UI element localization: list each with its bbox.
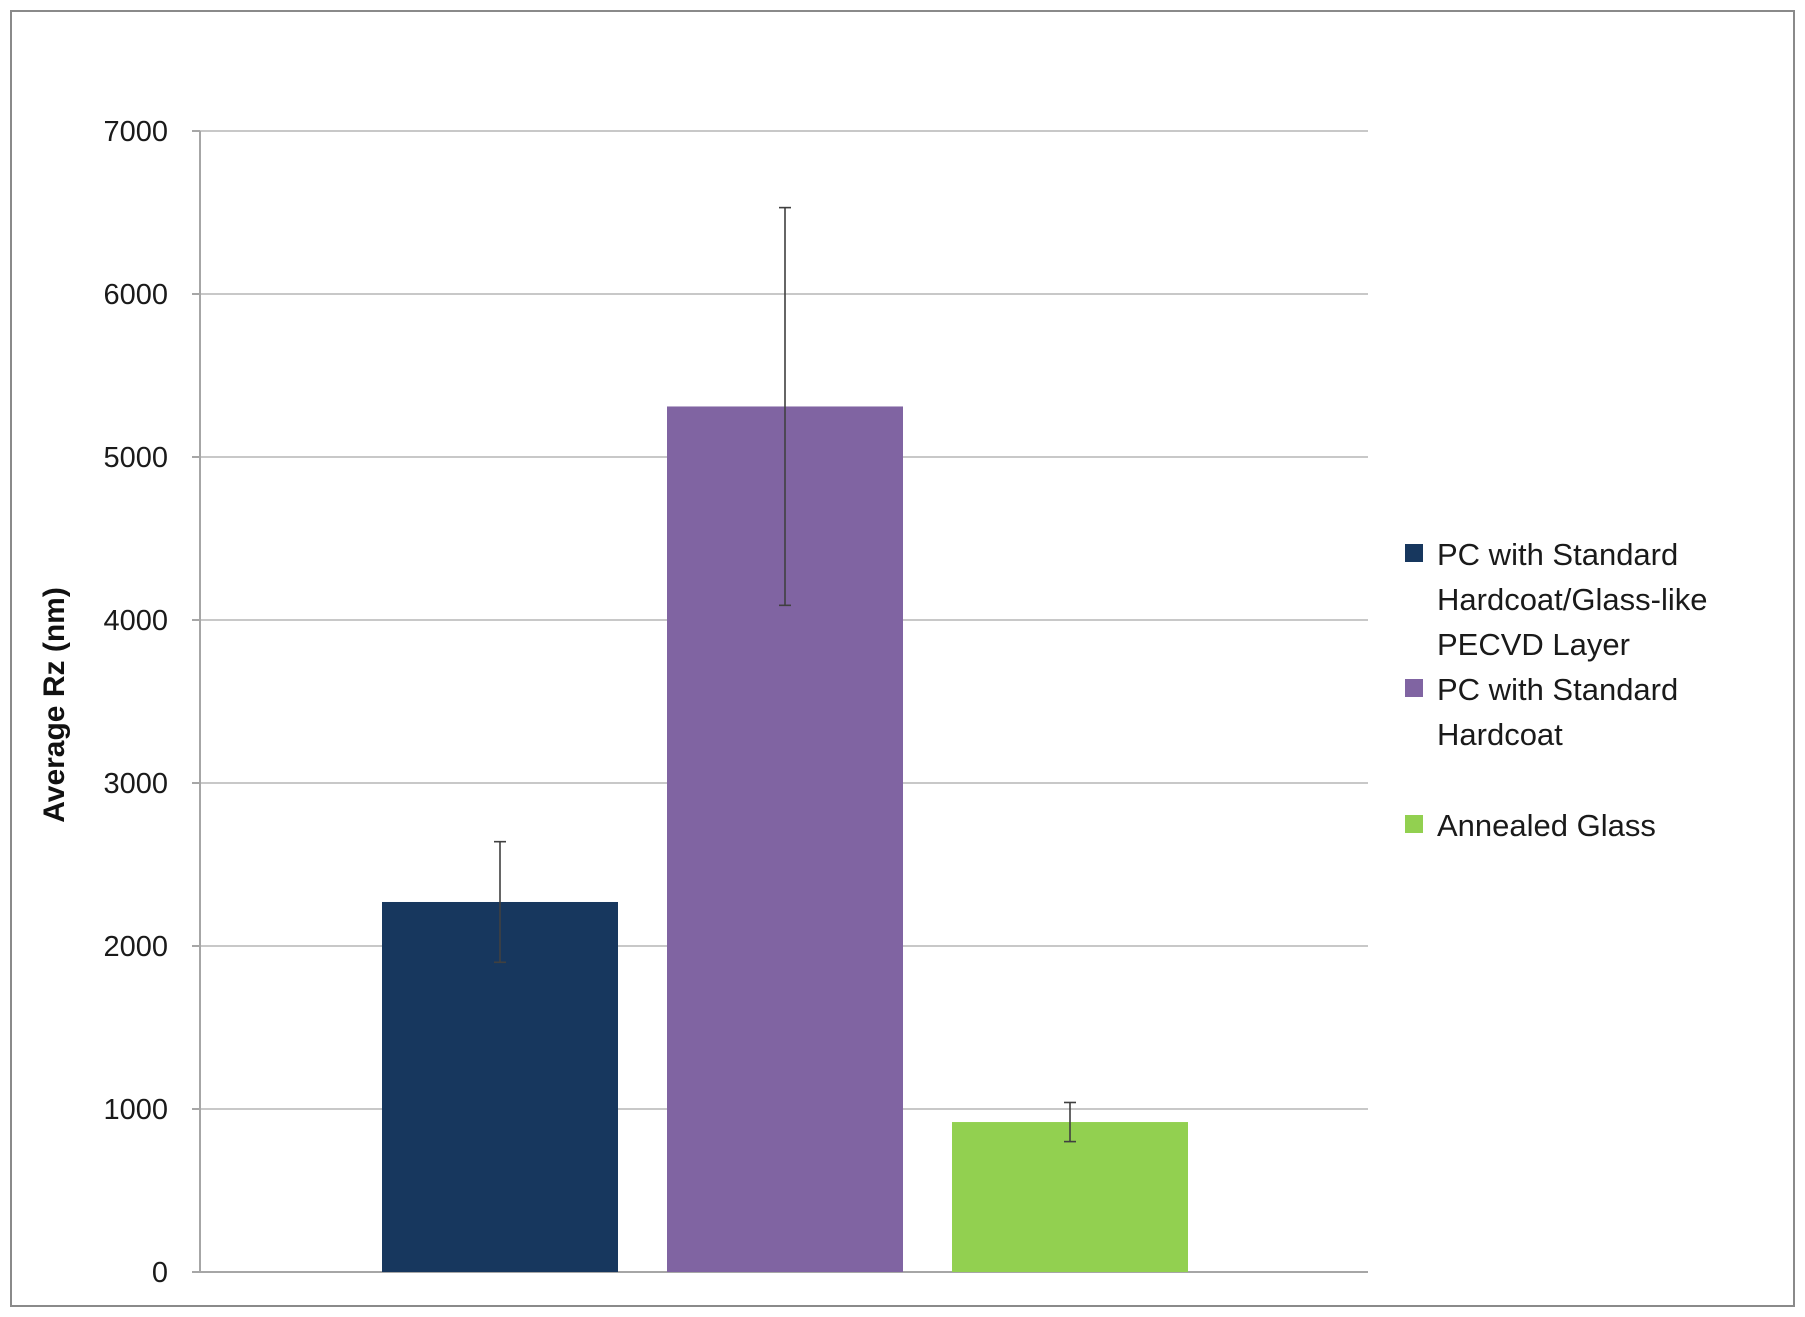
legend-swatch-1	[1405, 544, 1423, 562]
legend-entry-2: PC with Standard Hardcoat	[1437, 672, 1678, 752]
y-axis-title: Average Rz (nm)	[38, 587, 71, 823]
y-tick-label: 6000	[103, 279, 168, 311]
bar-1	[382, 901, 618, 1272]
legend-swatch-2	[1405, 679, 1423, 697]
y-tick-label: 2000	[103, 931, 168, 963]
y-tick-label: 3000	[103, 768, 168, 800]
bars	[382, 406, 1188, 1273]
legend-swatch-3	[1405, 815, 1423, 833]
y-tick-label: 1000	[103, 1094, 168, 1126]
y-tick-labels: 0 1000 2000 3000 4000 5000 6000 7000	[103, 116, 168, 1289]
y-tick-label: 0	[152, 1257, 168, 1289]
y-tick-label: 4000	[103, 605, 168, 637]
legend-entry-3: Annealed Glass	[1437, 808, 1656, 843]
legend: PC with Standard Hardcoat/Glass-like PECVD…	[1405, 537, 1707, 843]
bar-3	[952, 1122, 1188, 1272]
y-tick-label: 7000	[103, 116, 168, 148]
y-tick-label: 5000	[103, 442, 168, 474]
legend-entry-1: PC with Standard Hardcoat/Glass-like PECVD…	[1437, 537, 1707, 662]
error-bars	[494, 206, 1076, 1143]
